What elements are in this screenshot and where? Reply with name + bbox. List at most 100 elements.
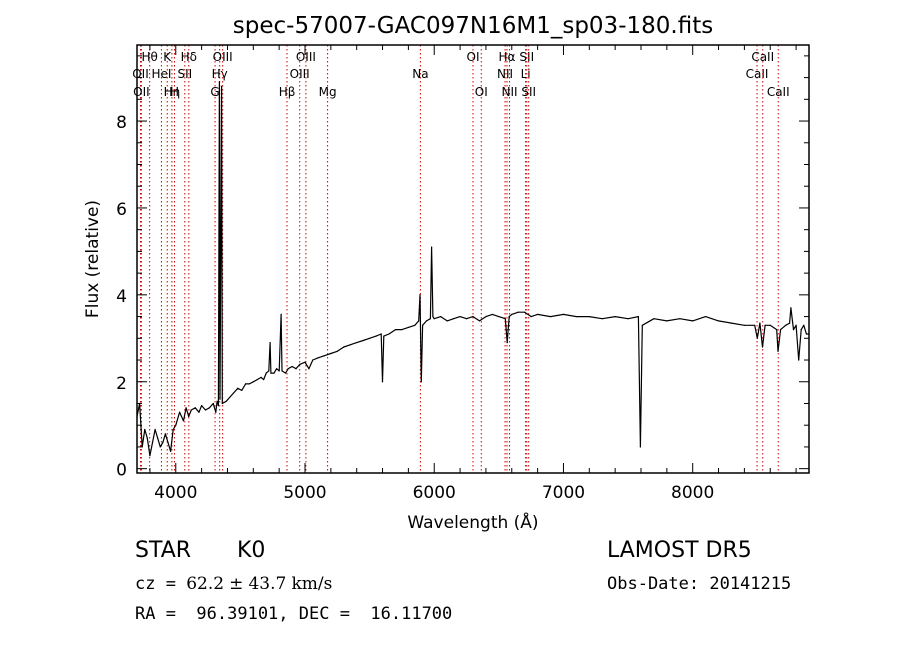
data-point-0-85 <box>429 318 431 320</box>
object-class: STAR <box>135 538 192 563</box>
data-point-0-126 <box>756 337 758 339</box>
data-point-0-57 <box>295 368 297 370</box>
data-point-0-72 <box>380 333 382 335</box>
data-point-0-102 <box>511 313 513 315</box>
marker-label-11: OIII <box>213 50 233 64</box>
cz-label: cz = <box>135 574 187 594</box>
data-point-0-77 <box>401 329 403 331</box>
data-point-0-79 <box>414 324 416 326</box>
data-point-0-24 <box>204 409 207 411</box>
sky-coordinates: RA = 96.39101, DEC = 16.11700 <box>135 604 453 624</box>
data-point-0-53 <box>281 370 283 372</box>
data-point-0-70 <box>369 337 371 339</box>
data-point-0-3 <box>144 428 146 431</box>
y-tick-label-6: 6 <box>116 200 127 220</box>
data-point-0-131 <box>776 329 778 331</box>
data-point-0-8 <box>157 437 159 439</box>
data-point-0-130 <box>769 324 771 326</box>
marker-label-27: CaII <box>767 85 790 99</box>
data-point-0-63 <box>323 355 325 357</box>
marker-label-2: Hθ <box>141 50 157 64</box>
data-point-0-64 <box>330 352 332 355</box>
data-point-0-141 <box>803 324 805 326</box>
data-point-0-133 <box>780 329 782 331</box>
data-point-0-119 <box>679 318 681 320</box>
series-line-0 <box>136 81 809 457</box>
survey-name: LAMOST DR5 <box>607 538 752 563</box>
data-point-0-32 <box>221 85 223 87</box>
data-point-0-80 <box>418 320 420 322</box>
data-point-0-39 <box>245 383 247 385</box>
y-tick-label-2: 2 <box>116 374 127 394</box>
marker-label-23: SII <box>519 50 534 64</box>
data-point-0-95 <box>478 320 481 322</box>
data-point-0-134 <box>785 324 787 326</box>
data-point-0-75 <box>388 333 390 335</box>
data-point-0-132 <box>777 350 779 352</box>
marker-label-7: SII <box>177 67 192 81</box>
marker-label-1: OII <box>133 85 150 99</box>
marker-label-13: OIII <box>290 67 310 81</box>
spectrum-series <box>136 81 810 457</box>
y-tick-label-4: 4 <box>116 287 127 307</box>
data-point-0-100 <box>506 342 508 344</box>
data-point-0-87 <box>432 316 434 318</box>
data-point-0-34 <box>225 400 227 402</box>
data-point-0-106 <box>537 313 539 315</box>
cz-error: 43.7 <box>248 574 287 594</box>
data-point-0-99 <box>504 318 506 320</box>
data-point-0-28 <box>216 400 218 402</box>
x-tick-label-4000: 4000 <box>154 483 197 503</box>
data-point-0-122 <box>717 320 720 322</box>
x-tick-label-6000: 6000 <box>413 483 456 503</box>
marker-label-9: G <box>210 85 219 99</box>
data-point-0-120 <box>692 320 694 322</box>
data-point-0-42 <box>256 379 258 381</box>
data-point-0-128 <box>761 346 764 348</box>
data-point-0-73 <box>381 381 384 383</box>
data-point-0-105 <box>530 316 532 318</box>
data-point-0-84 <box>425 320 428 322</box>
data-point-0-18 <box>185 407 187 409</box>
data-point-0-116 <box>641 324 643 326</box>
marker-label-24: SII <box>521 85 536 99</box>
data-point-0-139 <box>798 359 800 361</box>
object-subclass: K0 <box>237 538 266 563</box>
marker-label-22: Li <box>521 67 531 81</box>
redshift-line: cz = 62.2 ± 43.7 km/s <box>135 574 332 594</box>
data-point-0-23 <box>201 405 203 407</box>
marker-label-14: OIII <box>296 50 316 64</box>
data-point-0-93 <box>465 318 468 320</box>
data-point-0-127 <box>759 322 761 324</box>
data-point-0-47 <box>269 342 271 344</box>
plus-minus-sign: ± <box>229 574 244 594</box>
data-point-0-58 <box>299 363 301 365</box>
data-point-0-107 <box>549 316 552 318</box>
data-point-0-111 <box>601 318 603 320</box>
data-point-0-20 <box>190 409 192 411</box>
data-point-0-31 <box>219 398 221 400</box>
data-point-0-51 <box>278 370 280 372</box>
data-point-0-35 <box>229 396 231 398</box>
data-point-0-125 <box>754 324 756 326</box>
marker-label-25: CaII <box>746 67 769 81</box>
data-point-0-30 <box>218 81 220 83</box>
y-axis: 0 2 4 6 8 <box>116 55 809 481</box>
data-point-0-135 <box>789 322 791 324</box>
data-point-0-55 <box>287 368 289 370</box>
data-point-0-129 <box>764 324 766 326</box>
data-point-0-68 <box>356 342 358 344</box>
data-point-0-123 <box>730 322 733 324</box>
data-point-0-62 <box>317 357 319 359</box>
data-point-0-56 <box>291 365 293 368</box>
data-point-0-81 <box>419 294 421 296</box>
data-point-0-38 <box>241 389 243 391</box>
data-point-0-59 <box>304 361 306 363</box>
data-point-0-17 <box>182 420 185 422</box>
data-point-0-104 <box>524 311 526 313</box>
data-point-0-19 <box>188 415 190 418</box>
data-point-0-66 <box>343 346 345 348</box>
data-point-0-10 <box>162 442 164 444</box>
data-point-0-71 <box>375 335 377 337</box>
